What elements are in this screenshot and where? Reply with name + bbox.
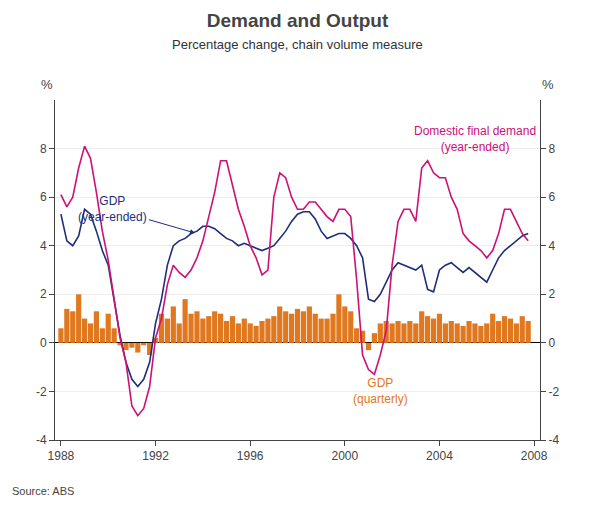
svg-text:0: 0 (548, 336, 555, 350)
svg-text:4: 4 (548, 239, 555, 253)
svg-text:2008: 2008 (521, 449, 548, 463)
svg-text:8: 8 (40, 142, 47, 156)
svg-text:4: 4 (40, 239, 47, 253)
svg-text:-4: -4 (36, 433, 47, 447)
svg-text:2000: 2000 (331, 449, 358, 463)
svg-text:Domestic final demand(year-end: Domestic final demand(year-ended) (414, 124, 536, 154)
svg-text:Percentage change, chain volum: Percentage change, chain volume measure (172, 37, 423, 52)
svg-text:1988: 1988 (48, 449, 75, 463)
svg-text:1992: 1992 (142, 449, 169, 463)
svg-text:6: 6 (40, 190, 47, 204)
svg-text:-4: -4 (548, 433, 559, 447)
svg-text:2004: 2004 (426, 449, 453, 463)
svg-text:Source: ABS: Source: ABS (12, 485, 74, 497)
svg-text:2: 2 (548, 287, 555, 301)
svg-text:%: % (41, 77, 53, 92)
svg-text:GDP(quarterly): GDP(quarterly) (353, 376, 408, 406)
svg-text:-2: -2 (36, 385, 47, 399)
svg-text:1996: 1996 (237, 449, 264, 463)
svg-text:0: 0 (40, 336, 47, 350)
svg-text:8: 8 (548, 142, 555, 156)
svg-text:-2: -2 (548, 385, 559, 399)
svg-text:GDP(year-ended): GDP(year-ended) (78, 194, 147, 224)
svg-text:6: 6 (548, 190, 555, 204)
svg-text:Demand and Output: Demand and Output (207, 10, 389, 31)
svg-text:2: 2 (40, 287, 47, 301)
svg-text:%: % (542, 77, 554, 92)
